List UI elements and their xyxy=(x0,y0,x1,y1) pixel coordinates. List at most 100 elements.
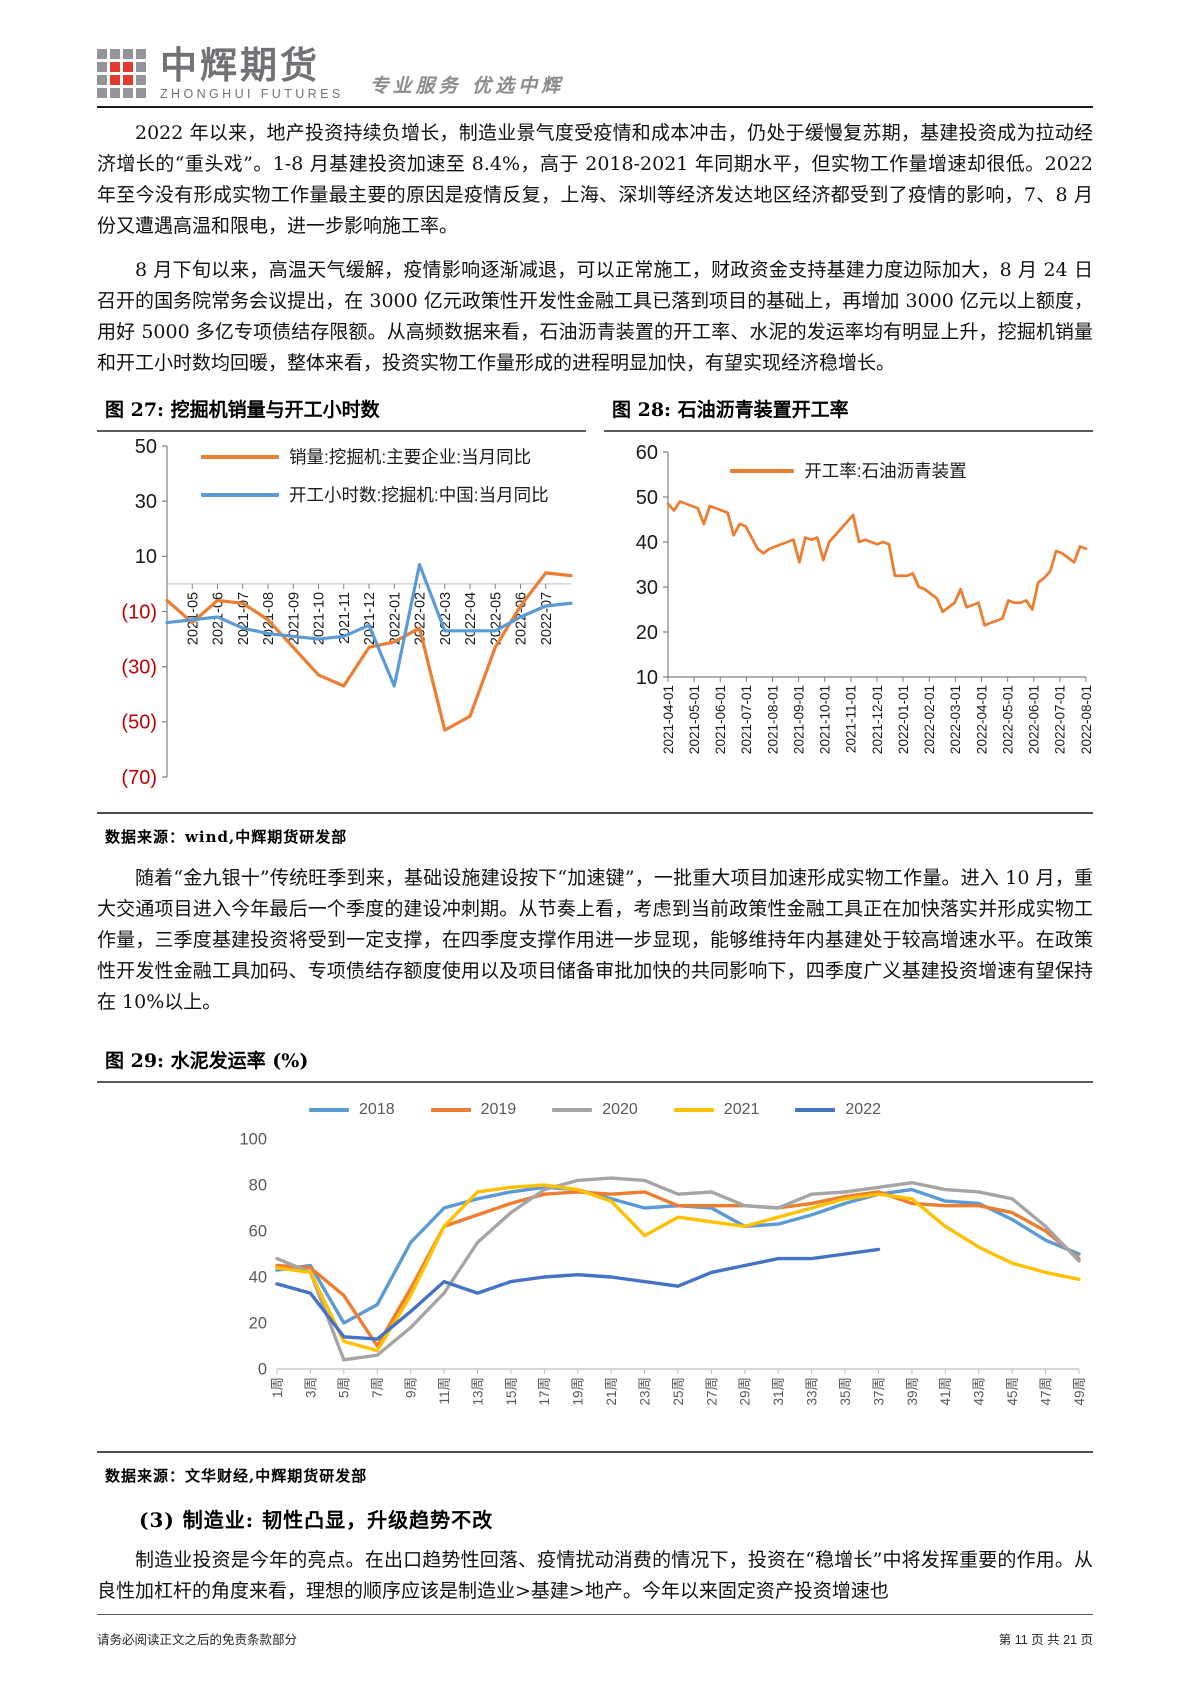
svg-text:2022-01-01: 2022-01-01 xyxy=(896,685,911,754)
legend-line-sample xyxy=(552,1108,593,1112)
svg-text:2022-06-01: 2022-06-01 xyxy=(1027,685,1042,754)
legend-label: 开工率:石油沥青装置 xyxy=(804,461,967,481)
paragraph-1: 2022 年以来，地产投资持续负增长，制造业景气度受疫情和成本冲击，仍处于缓慢复… xyxy=(97,122,1093,237)
svg-text:60: 60 xyxy=(636,442,658,464)
svg-text:1周: 1周 xyxy=(270,1377,285,1398)
legend-entry: 2021 xyxy=(673,1101,760,1119)
legend-label: 销量:挖掘机:主要企业:当月同比 xyxy=(289,447,532,467)
footer-page-number: 第 11 页 共 21 页 xyxy=(998,1633,1093,1647)
svg-text:49周: 49周 xyxy=(1072,1377,1087,1406)
svg-text:35周: 35周 xyxy=(838,1377,853,1406)
legend-entry: 2022 xyxy=(795,1101,881,1119)
svg-text:0: 0 xyxy=(258,1361,267,1379)
footer-disclaimer: 请务必阅读正文之后的免责条款部分 xyxy=(97,1633,298,1647)
figure-29-bottom-divider xyxy=(97,1451,1093,1453)
svg-text:31周: 31周 xyxy=(771,1377,786,1406)
series-销量:挖掘机:主要企业:当月同比 xyxy=(165,571,573,732)
figure-28: 图 28: 石油沥青装置开工率 60 50 40 30 20 10 2021-04-01 20… xyxy=(604,393,1094,808)
svg-text:2021-12: 2021-12 xyxy=(362,592,378,645)
svg-text:37周: 37周 xyxy=(871,1377,886,1406)
legend-entry: 2020 xyxy=(552,1101,638,1119)
svg-text:15周: 15周 xyxy=(504,1377,519,1406)
svg-text:5周: 5周 xyxy=(337,1377,352,1398)
svg-text:(10): (10) xyxy=(121,601,157,623)
legend-label: 2021 xyxy=(723,1101,760,1118)
svg-text:2021-07: 2021-07 xyxy=(236,592,252,645)
svg-text:39周: 39周 xyxy=(905,1377,920,1406)
svg-text:40: 40 xyxy=(249,1269,267,1287)
company-logo: 中辉期货 ZHONGHUI FUTURES xyxy=(160,47,344,101)
figure-29-title: 图 29: 水泥发运率 (%) xyxy=(97,1044,1093,1083)
svg-text:2021-06-01: 2021-06-01 xyxy=(713,685,728,754)
figure-28-title: 图 28: 石油沥青装置开工率 xyxy=(604,393,1093,432)
legend-label: 2022 xyxy=(845,1101,881,1118)
header-divider xyxy=(97,106,1093,108)
svg-text:50: 50 xyxy=(636,487,658,509)
legend-line-sample xyxy=(430,1108,471,1112)
section-heading: (3) 制造业: 韧性凸显，升级趋势不改 xyxy=(139,1508,494,1532)
paragraph-2: 8 月下旬以来，高温天气缓解，疫情影响逐渐减退，可以正常施工，财政资金支持基建力… xyxy=(97,259,1093,374)
svg-text:25周: 25周 xyxy=(671,1377,686,1406)
series-开工小时数:挖掘机:中国:当月同比 xyxy=(165,563,573,688)
company-name-en: ZHONGHUI FUTURES xyxy=(160,86,344,101)
legend-entry: 2018 xyxy=(309,1101,395,1119)
paragraph-4: 制造业投资是今年的亮点。在出口趋势性回落、疫情扰动消费的情况下，投资在“稳增长”… xyxy=(97,1549,1093,1602)
company-name-cn: 中辉期货 xyxy=(160,44,320,86)
figure-29-chart: 2018 2019 2020 2021 2022 100 80 60 40 20 0 1周 3周 5周 7周… xyxy=(97,1097,1093,1447)
svg-text:2022-07: 2022-07 xyxy=(539,592,555,645)
svg-text:10: 10 xyxy=(636,667,658,689)
svg-text:33周: 33周 xyxy=(805,1377,820,1406)
charts-row: 图 27: 挖掘机销量与开工小时数 50 30 10 (10) (30) (50) (70)… xyxy=(97,393,1094,808)
series-2020 xyxy=(275,1176,1081,1362)
fig29-canvas: 100 80 60 40 20 01周 3周 5周 7周 9周 11周 13周 15周 17周 19周 21周… xyxy=(239,1131,1087,1406)
fig29-legend: 2018 2019 2020 2021 2022 xyxy=(97,1097,1093,1123)
svg-text:2022-01: 2022-01 xyxy=(387,592,403,645)
charts-bottom-divider xyxy=(97,812,1093,814)
legend-entry: 2019 xyxy=(430,1101,517,1119)
svg-text:17周: 17周 xyxy=(537,1377,552,1406)
svg-text:2022-05-01: 2022-05-01 xyxy=(1000,685,1015,754)
svg-text:10: 10 xyxy=(135,546,157,568)
figure-27-chart: 50 30 10 (10) (30) (50) (70) 2021-05 2021-06 2021… xyxy=(97,432,586,808)
company-logo-grid-icon xyxy=(97,49,146,98)
svg-text:80: 80 xyxy=(249,1177,267,1195)
company-tagline: 专业服务 优选中辉 xyxy=(369,75,565,97)
svg-text:2022-07-01: 2022-07-01 xyxy=(1053,685,1068,754)
svg-text:7周: 7周 xyxy=(370,1377,385,1398)
legend-label: 2019 xyxy=(480,1101,517,1118)
legend-line-sample xyxy=(201,454,279,459)
svg-text:27周: 27周 xyxy=(704,1377,719,1406)
svg-text:20: 20 xyxy=(249,1315,267,1333)
figure-27: 图 27: 挖掘机销量与开工小时数 50 30 10 (10) (30) (50) (70)… xyxy=(97,393,586,808)
svg-text:13周: 13周 xyxy=(470,1377,485,1406)
paragraph-3: 随着“金九银十”传统旺季到来，基础设施建设按下“加速键”，一批重大项目加速形成实… xyxy=(97,867,1093,1013)
series-2022 xyxy=(275,1247,881,1341)
svg-text:47周: 47周 xyxy=(1038,1377,1053,1406)
svg-text:2021-10: 2021-10 xyxy=(312,592,328,645)
series-2019 xyxy=(275,1190,1081,1348)
svg-text:29周: 29周 xyxy=(738,1377,753,1406)
legend-line-sample xyxy=(309,1108,350,1112)
legend-label: 2018 xyxy=(359,1101,395,1118)
svg-text:(30): (30) xyxy=(121,656,157,678)
svg-text:50: 50 xyxy=(135,436,157,458)
svg-text:2021-11-01: 2021-11-01 xyxy=(844,685,859,753)
svg-text:20: 20 xyxy=(636,622,658,644)
svg-text:2022-02-01: 2022-02-01 xyxy=(922,685,937,754)
fig27-legend: 销量:挖掘机:主要企业:当月同比 开工小时数:挖掘机:中国:当月同比 xyxy=(201,444,549,507)
svg-text:(50): (50) xyxy=(121,712,157,734)
legend-line-sample xyxy=(730,468,795,473)
legend-line-sample xyxy=(201,492,279,497)
data-source-2: 数据来源：文华财经,中辉期货研发部 xyxy=(105,1467,368,1485)
svg-text:60: 60 xyxy=(249,1223,267,1241)
svg-text:2022-03-01: 2022-03-01 xyxy=(948,685,963,754)
svg-text:2021-10-01: 2021-10-01 xyxy=(818,685,833,754)
figure-27-title: 图 27: 挖掘机销量与开工小时数 xyxy=(97,393,586,432)
svg-text:2021-09: 2021-09 xyxy=(286,592,302,645)
svg-text:2022-04: 2022-04 xyxy=(463,592,479,645)
series-2021 xyxy=(275,1183,1081,1353)
legend-label: 2020 xyxy=(602,1101,638,1118)
svg-text:(70): (70) xyxy=(121,767,157,789)
